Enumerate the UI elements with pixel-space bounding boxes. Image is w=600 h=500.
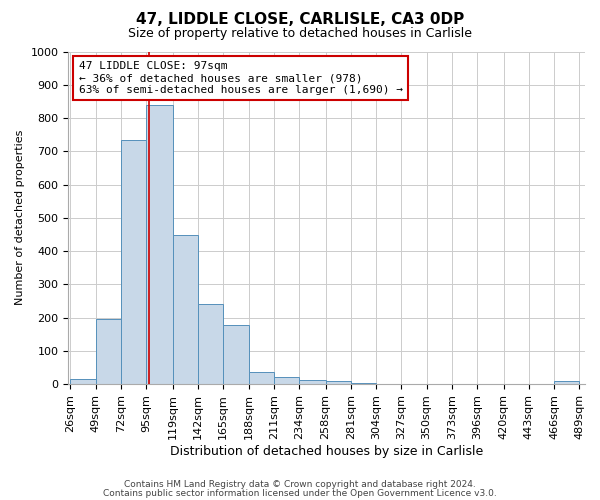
Bar [96, 318, 121, 384]
Text: 47 LIDDLE CLOSE: 97sqm
← 36% of detached houses are smaller (978)
63% of semi-de: 47 LIDDLE CLOSE: 97sqm ← 36% of detached… [79, 62, 403, 94]
Text: Contains public sector information licensed under the Open Government Licence v3: Contains public sector information licen… [103, 488, 497, 498]
Bar [326, 382, 351, 384]
Text: Contains HM Land Registry data © Crown copyright and database right 2024.: Contains HM Land Registry data © Crown c… [124, 480, 476, 489]
X-axis label: Distribution of detached houses by size in Carlisle: Distribution of detached houses by size … [170, 444, 483, 458]
Bar [554, 381, 580, 384]
Bar [70, 379, 96, 384]
Bar [173, 235, 198, 384]
Bar [274, 377, 299, 384]
Bar [248, 372, 274, 384]
Bar [198, 304, 223, 384]
Text: 47, LIDDLE CLOSE, CARLISLE, CA3 0DP: 47, LIDDLE CLOSE, CARLISLE, CA3 0DP [136, 12, 464, 28]
Y-axis label: Number of detached properties: Number of detached properties [15, 130, 25, 306]
Bar [146, 106, 173, 384]
Bar [299, 380, 326, 384]
Text: Size of property relative to detached houses in Carlisle: Size of property relative to detached ho… [128, 28, 472, 40]
Bar [223, 325, 248, 384]
Bar [121, 140, 146, 384]
